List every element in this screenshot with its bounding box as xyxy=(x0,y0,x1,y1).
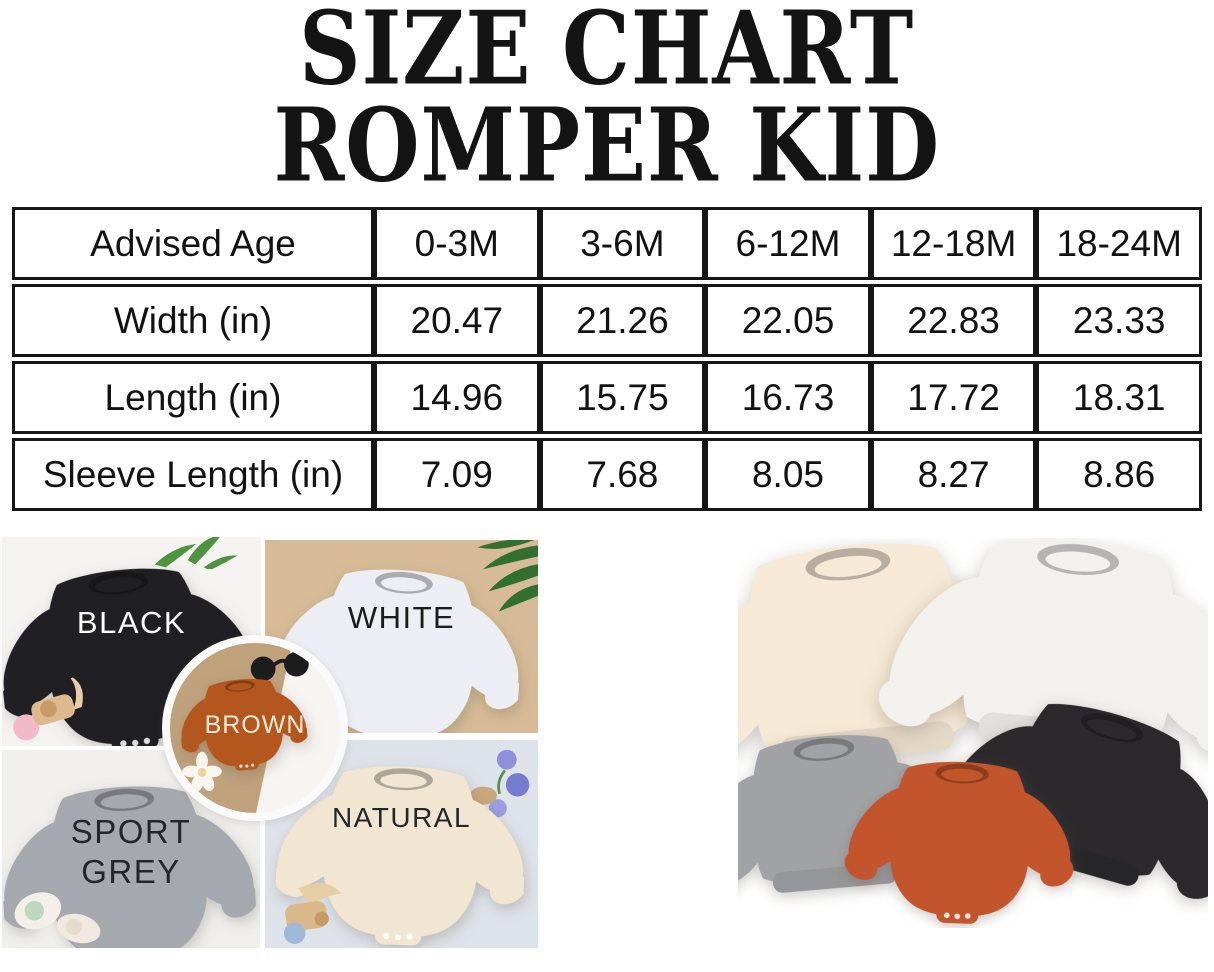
color-label-black: BLACK xyxy=(76,605,187,640)
title-text-1: SIZE CHART xyxy=(299,0,915,108)
size-cell: 3-6M xyxy=(539,207,706,280)
size-cell: 12-18M xyxy=(870,207,1037,280)
size-cell: 16.73 xyxy=(705,361,871,434)
page-title-line-2: ROMPER KID xyxy=(0,85,1214,205)
row-label: Width (in) xyxy=(12,284,374,357)
size-table: Advised Age 0-3M 3-6M 6-12M 12-18M 18-24M Widt… xyxy=(12,203,1202,515)
purple-flowers-icon xyxy=(469,749,530,818)
table-row: Sleeve Length (in) 7.09 7.68 8.05 8.27 8.86 xyxy=(12,438,1202,511)
size-cell: 6-12M xyxy=(705,207,871,280)
baby-shoes-icon xyxy=(14,892,101,944)
wooden-rabbit-toy-icon xyxy=(283,883,342,944)
row-label: Advised Age xyxy=(12,207,374,280)
size-cell: 17.72 xyxy=(870,361,1037,434)
size-cell: 0-3M xyxy=(374,207,540,280)
size-cell: 7.68 xyxy=(539,438,706,511)
title-text-2: ROMPER KID xyxy=(273,85,941,205)
table-row: Length (in) 14.96 15.75 16.73 17.72 18.31 xyxy=(12,361,1202,434)
size-cell: 8.86 xyxy=(1036,438,1202,511)
color-label-brown: BROWN xyxy=(204,711,306,739)
wooden-toys-icon xyxy=(13,677,83,741)
group-photo xyxy=(738,538,1208,928)
table-row: Width (in) 20.47 21.26 22.05 22.83 23.33 xyxy=(12,284,1202,357)
sport-grey-line2: GREY xyxy=(81,853,181,890)
sunglasses-icon xyxy=(250,651,323,682)
white-flower-icon xyxy=(182,751,222,792)
color-label-natural: NATURAL xyxy=(331,802,472,833)
row-label: Length (in) xyxy=(12,361,374,434)
row-label: Sleeve Length (in) xyxy=(12,438,374,511)
size-cell: 14.96 xyxy=(374,361,540,434)
table-row: Advised Age 0-3M 3-6M 6-12M 12-18M 18-24M xyxy=(12,207,1202,280)
color-collage: BLACK WHITE SPORT GREY xyxy=(0,537,538,949)
fern-leaf-icon xyxy=(154,537,238,569)
size-cell: 8.27 xyxy=(870,438,1037,511)
size-cell: 7.09 xyxy=(374,438,540,511)
size-cell: 8.05 xyxy=(705,438,871,511)
size-cell: 22.05 xyxy=(705,284,871,357)
size-cell: 18-24M xyxy=(1036,207,1202,280)
size-cell: 22.83 xyxy=(870,284,1037,357)
swatch-photo-brown: BROWN xyxy=(162,635,348,821)
palm-leaf-icon xyxy=(477,540,538,612)
size-table-body: Advised Age 0-3M 3-6M 6-12M 12-18M 18-24M Widt… xyxy=(12,207,1202,511)
color-label-sport-grey: SPORT GREY xyxy=(2,812,260,892)
sport-grey-line1: SPORT xyxy=(70,813,192,850)
size-cell: 21.26 xyxy=(539,284,706,357)
color-label-white: WHITE xyxy=(347,600,456,635)
size-cell: 23.33 xyxy=(1036,284,1202,357)
size-cell: 20.47 xyxy=(374,284,540,357)
sweatshirt-group-illustration xyxy=(738,538,1208,928)
title-block: SIZE CHART ROMPER KID xyxy=(0,0,1214,205)
size-cell: 15.75 xyxy=(539,361,706,434)
page-title-line-1: SIZE CHART xyxy=(0,0,1214,108)
size-cell: 18.31 xyxy=(1036,361,1202,434)
